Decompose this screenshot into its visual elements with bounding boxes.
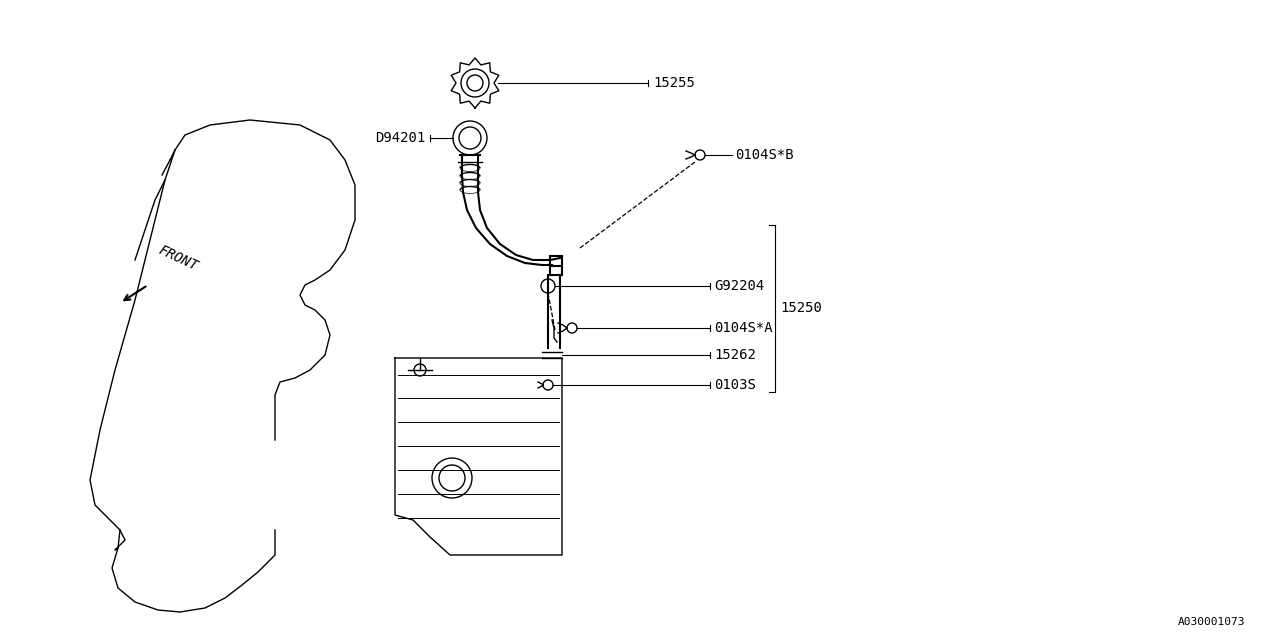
- Text: FRONT: FRONT: [156, 243, 200, 273]
- Text: 15262: 15262: [714, 348, 756, 362]
- Text: 0103S: 0103S: [714, 378, 756, 392]
- Text: D94201: D94201: [375, 131, 425, 145]
- Text: 0104S*A: 0104S*A: [714, 321, 773, 335]
- Text: 15250: 15250: [780, 301, 822, 315]
- Text: 0104S*B: 0104S*B: [735, 148, 794, 162]
- Text: 15255: 15255: [653, 76, 695, 90]
- Text: A030001073: A030001073: [1178, 617, 1245, 627]
- Text: G92204: G92204: [714, 279, 764, 293]
